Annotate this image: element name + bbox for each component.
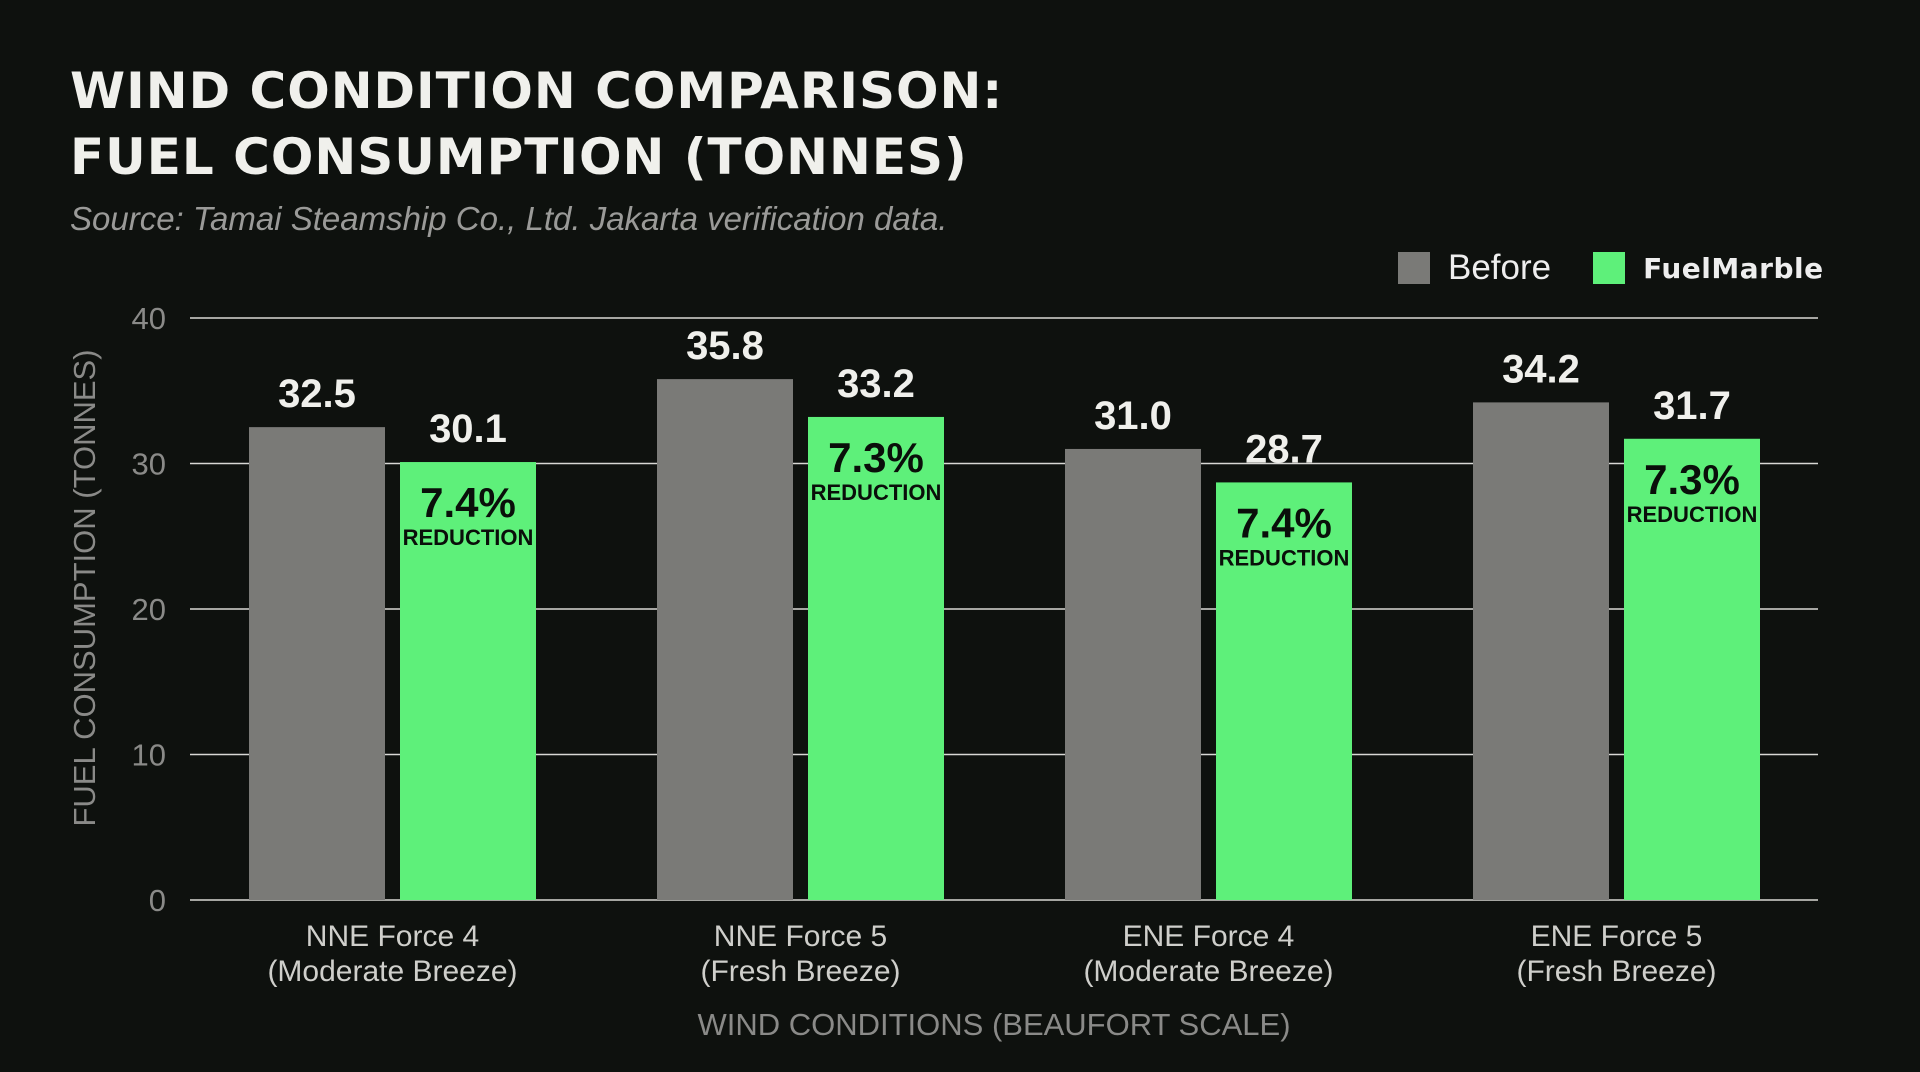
legend-label-fuelmarble-logo: FuelMarble: [1643, 251, 1824, 285]
bar-before: [1065, 448, 1201, 900]
y-tick-label: 10: [132, 738, 166, 773]
y-tick-label: 40: [132, 301, 166, 336]
reduction-label: REDUCTION: [1219, 545, 1350, 570]
bar-before: [657, 379, 793, 900]
data-label: 30.1: [429, 407, 507, 451]
x-tick-label: (Moderate Breeze): [267, 955, 517, 988]
reduction-percent: 7.4%: [420, 479, 516, 526]
reduction-label: REDUCTION: [1627, 502, 1758, 527]
legend-swatch-fuelmarble: [1593, 252, 1626, 284]
x-tick-label: ENE Force 5: [1531, 920, 1703, 953]
bar-fuelmarble: [400, 462, 536, 900]
y-tick-label: 20: [132, 592, 166, 627]
y-tick-label: 30: [132, 447, 166, 482]
bar-fuelmarble: [1624, 438, 1760, 900]
y-tick-label: 0: [149, 883, 166, 918]
title-line-1: WIND CONDITION COMPARISON:: [70, 62, 1004, 120]
data-label: 32.5: [278, 372, 356, 416]
data-label: 33.2: [837, 362, 915, 406]
bar-fuelmarble: [808, 416, 944, 900]
chart-title: WIND CONDITION COMPARISON: FUEL CONSUMPT…: [70, 58, 1003, 190]
data-label: 34.2: [1502, 347, 1580, 391]
bar-before: [249, 427, 385, 900]
reduction-label: REDUCTION: [811, 480, 942, 505]
x-tick-label: NNE Force 4: [306, 920, 479, 953]
reduction-percent: 7.3%: [828, 434, 924, 481]
x-tick-label: (Moderate Breeze): [1083, 955, 1333, 988]
reduction-percent: 7.4%: [1236, 499, 1332, 546]
data-label: 31.0: [1094, 394, 1172, 438]
legend: Before FuelMarble: [1398, 248, 1824, 288]
x-tick-label: (Fresh Breeze): [1516, 955, 1716, 988]
x-tick-label: (Fresh Breeze): [700, 955, 900, 988]
data-label: 35.8: [686, 324, 764, 368]
chart-subtitle: Source: Tamai Steamship Co., Ltd. Jakart…: [70, 200, 948, 237]
bar-fuelmarble: [1216, 482, 1352, 900]
data-label: 31.7: [1653, 384, 1731, 428]
y-axis-title: FUEL CONSUMPTION (TONNES): [67, 349, 102, 826]
legend-label-before: Before: [1448, 248, 1552, 287]
x-tick-label: ENE Force 4: [1123, 920, 1295, 953]
x-tick-label: NNE Force 5: [714, 920, 887, 953]
data-label: 28.7: [1245, 427, 1323, 471]
reduction-label: REDUCTION: [403, 525, 534, 550]
x-axis-title: WIND CONDITIONS (BEAUFORT SCALE): [697, 1007, 1290, 1042]
title-line-2: FUEL CONSUMPTION (TONNES): [70, 128, 968, 186]
legend-swatch-before: [1398, 252, 1430, 284]
reduction-percent: 7.3%: [1644, 456, 1740, 503]
bar-before: [1473, 402, 1609, 900]
